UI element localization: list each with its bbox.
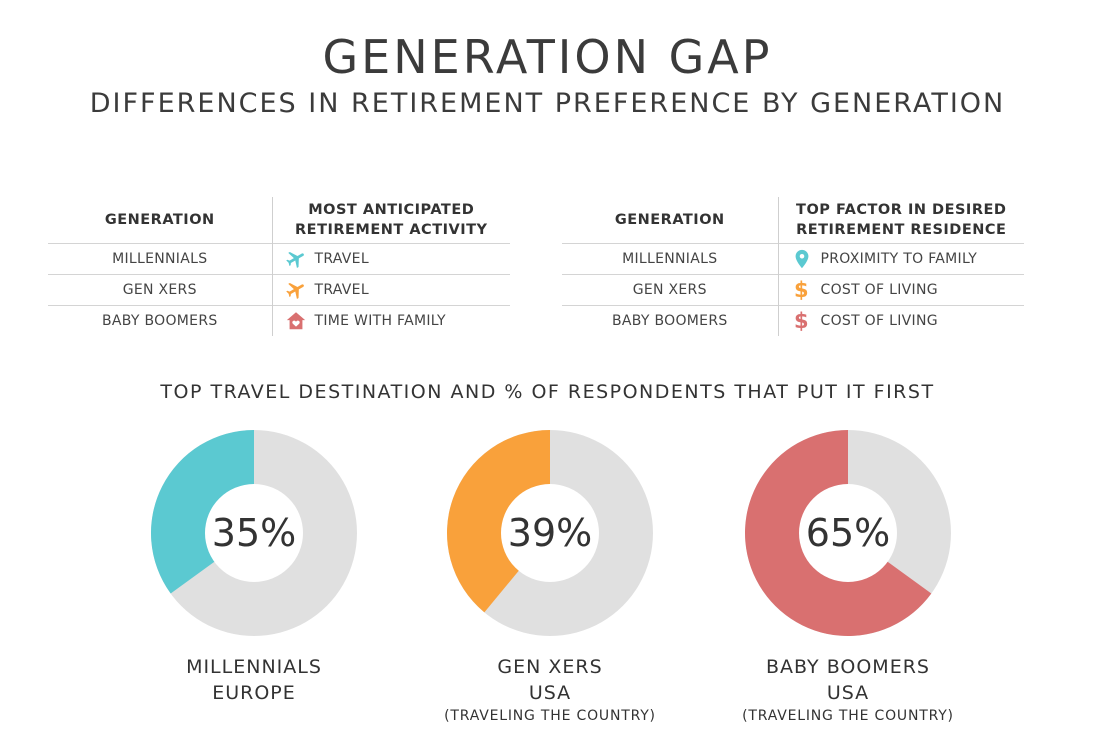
factor-label: PROXIMITY TO FAMILY [820, 250, 978, 267]
donut-hole [799, 484, 897, 582]
generation-cell: MILLENNIALS [48, 242, 273, 274]
caption-destination: EUROPE [212, 682, 296, 704]
activity-cell: TRAVEL [272, 273, 510, 305]
airplane-icon [285, 279, 307, 301]
table-row: BABY BOOMERS $ COST OF LIVING [562, 304, 1024, 336]
factor-header-line-2: RETIREMENT RESIDENCE [796, 221, 1007, 238]
page-title: GENERATION GAP [322, 30, 773, 84]
activity-header-line-2: RETIREMENT ACTIVITY [295, 221, 488, 238]
residence-table: GENERATION TOP FACTOR IN DESIRED RETIREM… [562, 197, 1024, 336]
activity-table-activity-header: MOST ANTICIPATED RETIREMENT ACTIVITY [272, 197, 510, 243]
factor-label: COST OF LIVING [820, 312, 938, 329]
generation-cell: MILLENNIALS [562, 242, 779, 274]
donut-hole [205, 484, 303, 582]
dollar-icon: $ [794, 277, 809, 302]
donut-value-label: 65% [805, 511, 891, 555]
factor-cell: $ COST OF LIVING [778, 273, 1024, 305]
donut-value-label: 35% [211, 511, 297, 555]
table-row: GEN XERS TRAVEL [48, 273, 510, 305]
table-row: MILLENNIALS TRAVEL [48, 242, 510, 274]
residence-table-generation-header: GENERATION [562, 197, 779, 243]
donut-slice [447, 430, 550, 613]
donut-hole [501, 484, 599, 582]
donut-svg [151, 430, 357, 636]
generation-cell: BABY BOOMERS [48, 304, 273, 336]
activity-cell: TRAVEL [272, 242, 510, 274]
activity-table-generation-header: GENERATION [48, 197, 273, 243]
caption-generation: MILLENNIALS [186, 656, 322, 678]
factor-cell: $ COST OF LIVING [778, 304, 1024, 336]
table-row: MILLENNIALS PROXIMITY TO FAMILY [562, 242, 1024, 274]
caption-destination: USA [826, 682, 870, 704]
donut-svg [745, 430, 951, 636]
activity-cell: TIME WITH FAMILY [272, 304, 510, 336]
generation-cell: BABY BOOMERS [562, 304, 779, 336]
donut-slice [151, 430, 254, 594]
page-subtitle: DIFFERENCES IN RETIREMENT PREFERENCE BY … [89, 88, 1006, 119]
airplane-icon [285, 248, 307, 270]
factor-label: COST OF LIVING [820, 281, 938, 298]
activity-label: TRAVEL [314, 250, 369, 267]
activity-header-line-1: MOST ANTICIPATED [308, 201, 475, 218]
caption-destination: USA [528, 682, 572, 704]
donut-value-label: 39% [507, 511, 593, 555]
caption-note: (TRAVELING THE COUNTRY) [742, 708, 954, 724]
donut-caption-millennials: MILLENNIALS EUROPE [104, 654, 404, 706]
activity-label: TRAVEL [314, 281, 369, 298]
donut-svg [447, 430, 653, 636]
residence-table-factor-header: TOP FACTOR IN DESIRED RETIREMENT RESIDEN… [778, 197, 1024, 243]
caption-note: (TRAVELING THE COUNTRY) [444, 708, 656, 724]
caption-generation: BABY BOOMERS [766, 656, 930, 678]
activity-label: TIME WITH FAMILY [314, 312, 446, 329]
caption-generation: GEN XERS [497, 656, 603, 678]
generation-cell: GEN XERS [562, 273, 779, 305]
donut-chart-millennials: 35% [151, 430, 357, 636]
donut-chart-baby-boomers: 65% [745, 430, 951, 636]
table-row: BABY BOOMERS TIME WITH FAMILY [48, 304, 510, 336]
generation-cell: GEN XERS [48, 273, 273, 305]
location-pin-icon [791, 248, 813, 270]
dollar-icon: $ [794, 308, 809, 333]
donut-caption-gen-xers: GEN XERS USA (TRAVELING THE COUNTRY) [400, 654, 700, 726]
activity-table: GENERATION MOST ANTICIPATED RETIREMENT A… [48, 197, 510, 336]
factor-header-line-1: TOP FACTOR IN DESIRED [796, 201, 1007, 218]
chart-title: TOP TRAVEL DESTINATION AND % OF RESPONDE… [160, 381, 935, 403]
factor-cell: PROXIMITY TO FAMILY [778, 242, 1024, 274]
donut-caption-baby-boomers: BABY BOOMERS USA (TRAVELING THE COUNTRY) [698, 654, 998, 726]
home-heart-icon [285, 310, 307, 332]
donut-chart-gen-xers: 39% [447, 430, 653, 636]
table-row: GEN XERS $ COST OF LIVING [562, 273, 1024, 305]
